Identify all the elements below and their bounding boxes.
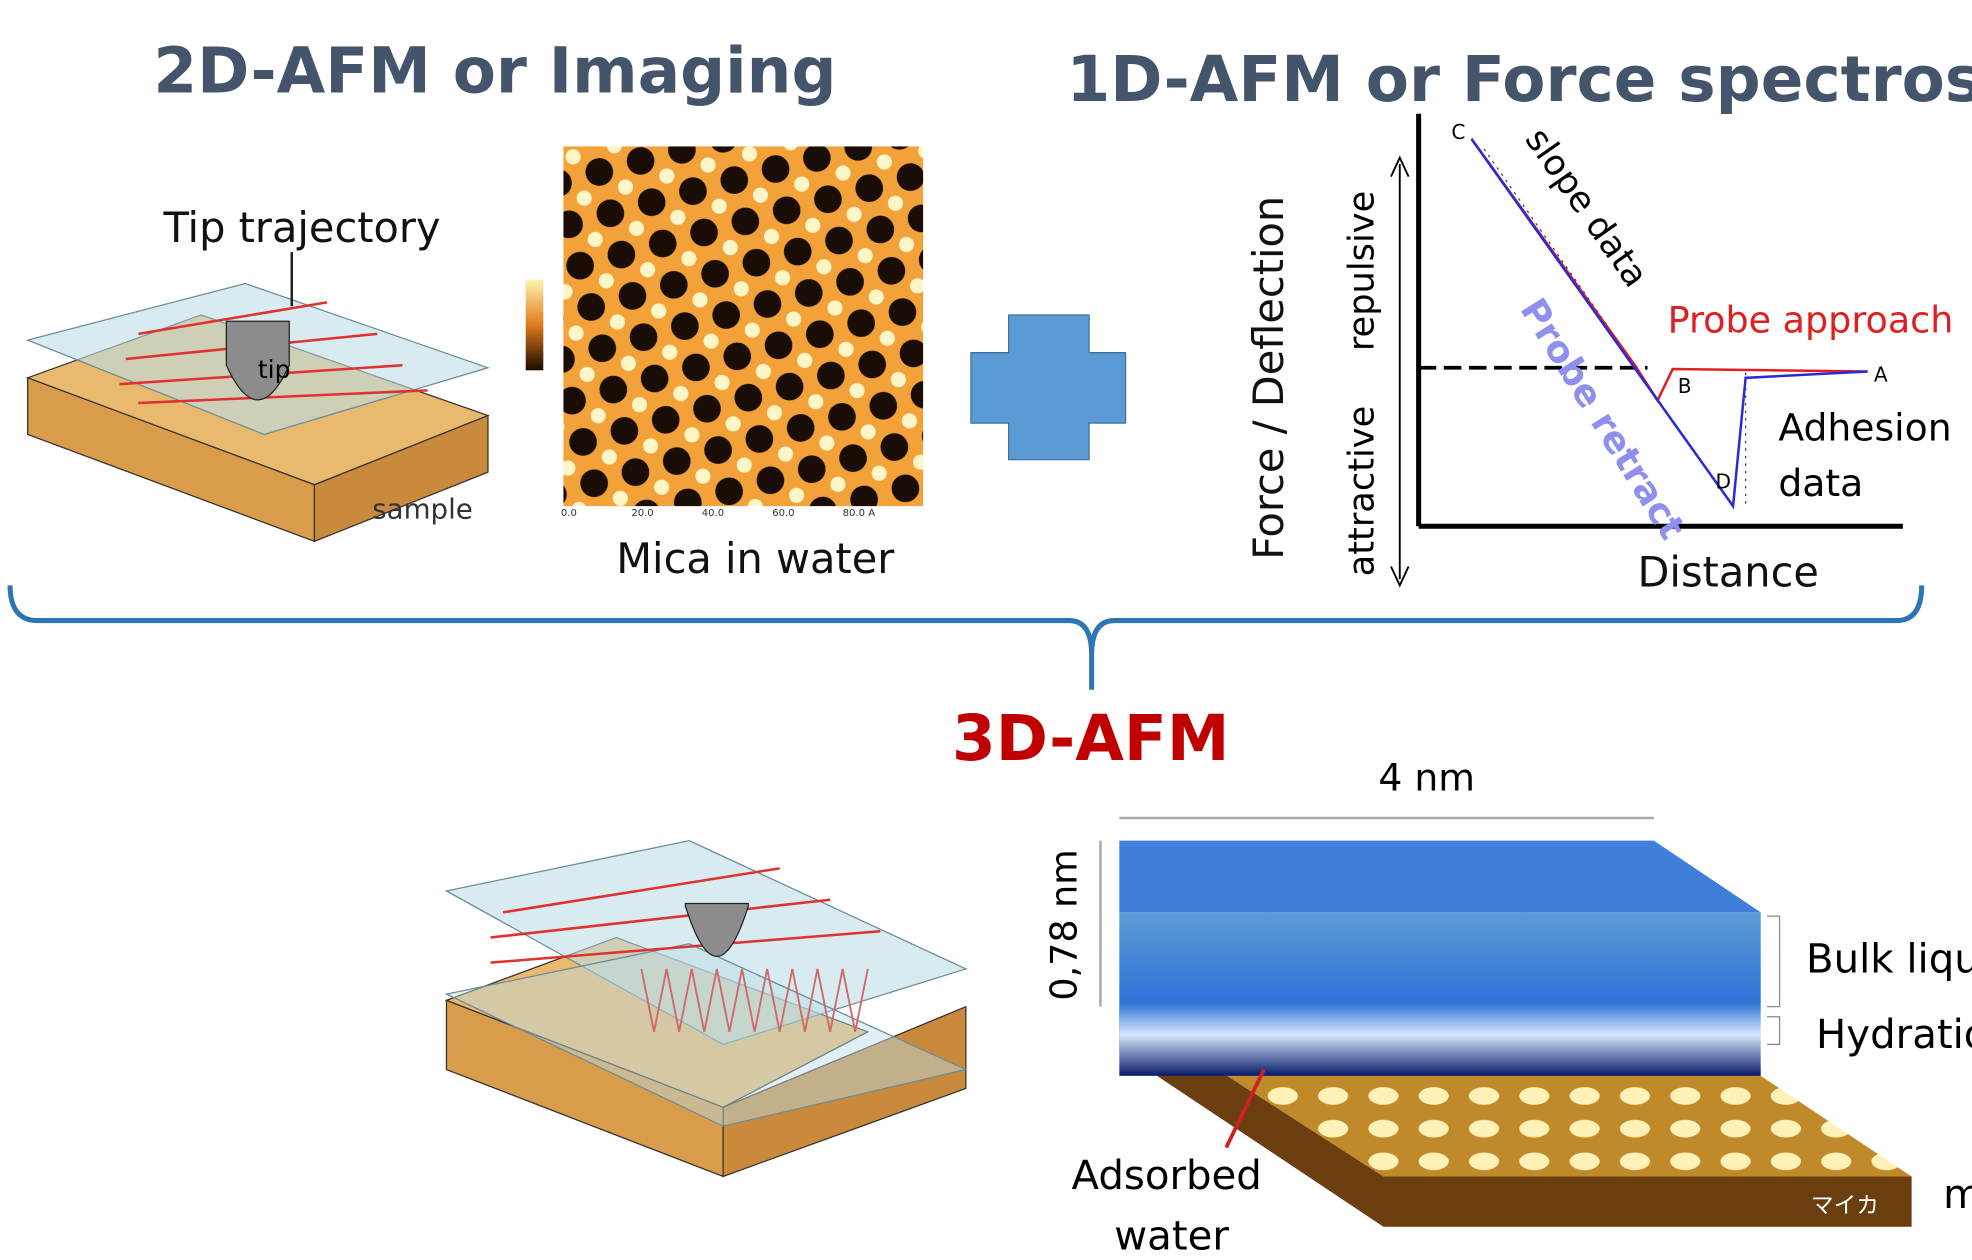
mica-image xyxy=(563,146,924,507)
y-label: Force / Deflection xyxy=(1244,196,1293,560)
volume-block xyxy=(1099,816,1912,1227)
sample-block xyxy=(25,252,491,543)
side-label: m xyxy=(1943,1172,1972,1218)
sample-block-3d xyxy=(444,839,968,1178)
repulsive: repulsive xyxy=(1341,191,1382,351)
attractive: attractive xyxy=(1341,406,1382,577)
height-label: 0,78 nm xyxy=(1043,849,1086,1000)
adsorbed-1: Adsorbed xyxy=(1072,1153,1262,1199)
tip-label: tip xyxy=(258,355,291,384)
plus-sign xyxy=(970,314,1127,461)
colorbar xyxy=(525,279,544,371)
mica-axis-tick: 40.0 xyxy=(702,508,724,519)
bulk-label: Bulk liqu xyxy=(1806,937,1972,983)
adhesion-2: data xyxy=(1778,461,1863,505)
mica-axis-tick: 20.0 xyxy=(631,508,653,519)
slope-label: slope data xyxy=(1517,121,1656,295)
brace xyxy=(7,585,1925,690)
retract-label: Probe retract xyxy=(1512,291,1694,547)
title-3d: 3D-AFM xyxy=(952,702,1229,775)
width-label: 4 nm xyxy=(1378,755,1475,799)
adhesion-1: Adhesion xyxy=(1778,406,1951,450)
point-d: D xyxy=(1715,470,1731,494)
title-2d: 2D-AFM or Imaging xyxy=(153,34,836,107)
mica-axis-tick: 0.0 xyxy=(561,508,577,519)
point-c: C xyxy=(1451,120,1465,144)
x-label: Distance xyxy=(1637,548,1818,597)
point-a: A xyxy=(1874,363,1888,387)
mica-caption: Mica in water xyxy=(616,534,895,583)
approach-label: Probe approach xyxy=(1668,299,1954,342)
force-curve xyxy=(1390,113,1903,588)
hydration-label: Hydratio xyxy=(1816,1012,1972,1058)
title-1d: 1D-AFM or Force spectroscop xyxy=(1066,43,1972,116)
adsorbed-2: water xyxy=(1114,1213,1229,1259)
mica-axis-tick: 80.0 A xyxy=(843,508,876,519)
mica-jp: マイカ xyxy=(1811,1193,1879,1219)
point-b: B xyxy=(1678,374,1692,398)
sample-label: sample xyxy=(372,493,473,526)
tip-trajectory: Tip trajectory xyxy=(162,203,440,252)
mica-axis-tick: 60.0 xyxy=(772,508,794,519)
